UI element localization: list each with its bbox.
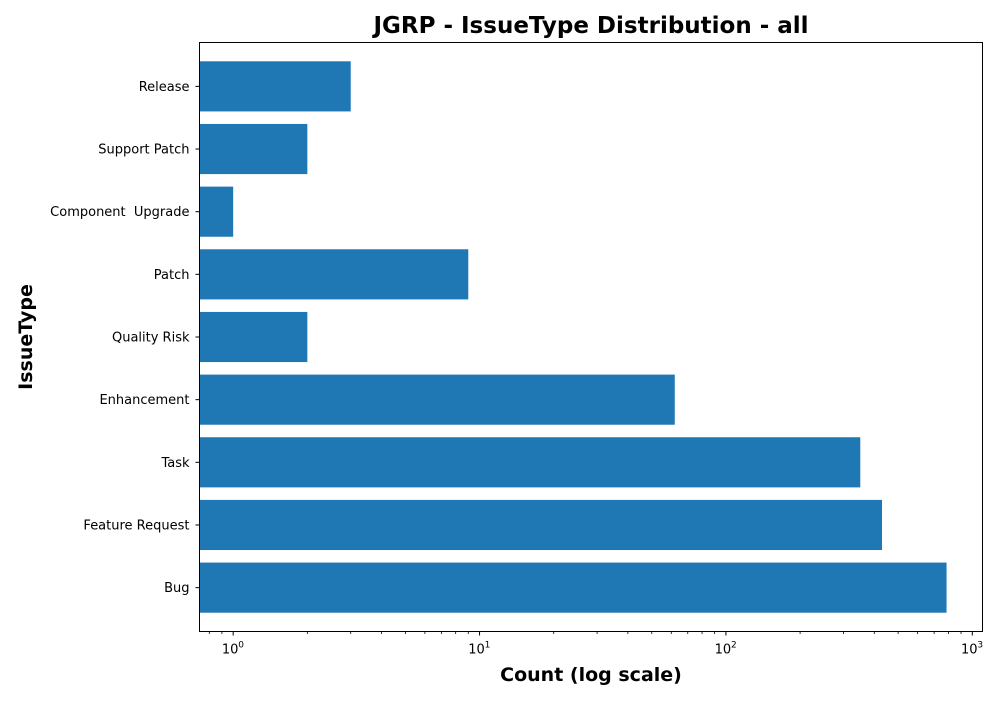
y-tick-label: Quality Risk bbox=[112, 331, 190, 346]
bar bbox=[199, 562, 947, 613]
bars-group bbox=[199, 61, 947, 613]
x-tick-label: 10 bbox=[715, 643, 732, 658]
x-tick-label: 10 bbox=[468, 643, 485, 658]
bar bbox=[199, 374, 675, 425]
y-tick-label: Release bbox=[139, 80, 190, 95]
x-axis-ticks: 10 0 10 1 10 2 10 3 bbox=[208, 631, 983, 658]
y-tick-label: Task bbox=[160, 456, 190, 471]
chart-title: JGRP - IssueType Distribution - all bbox=[371, 13, 808, 39]
bar bbox=[199, 249, 469, 300]
y-tick-label: Support Patch bbox=[98, 143, 189, 158]
bar bbox=[199, 123, 308, 175]
x-axis-label: Count (log scale) bbox=[500, 664, 682, 686]
x-tick-exponent: 2 bbox=[731, 641, 737, 651]
y-tick-label: Patch bbox=[154, 268, 190, 283]
bar bbox=[199, 186, 234, 237]
x-tick-label: 10 bbox=[961, 643, 978, 658]
plot-frame bbox=[199, 42, 983, 632]
y-tick-label: Enhancement bbox=[99, 393, 189, 408]
y-tick-label: Component Upgrade bbox=[50, 205, 189, 220]
x-tick-exponent: 1 bbox=[485, 641, 491, 651]
y-axis-ticks: Bug Feature Request Task Enhancement Quality… bbox=[50, 80, 200, 596]
x-tick-exponent: 3 bbox=[977, 641, 983, 651]
bar bbox=[199, 311, 308, 363]
bar bbox=[199, 61, 351, 112]
bar bbox=[199, 499, 882, 551]
y-tick-label: Bug bbox=[164, 581, 189, 596]
y-tick-label: Feature Request bbox=[83, 518, 189, 533]
bar bbox=[199, 437, 861, 488]
x-tick-exponent: 0 bbox=[238, 641, 244, 651]
y-axis-label: IssueType bbox=[15, 284, 37, 390]
x-tick-label: 10 bbox=[222, 643, 239, 658]
